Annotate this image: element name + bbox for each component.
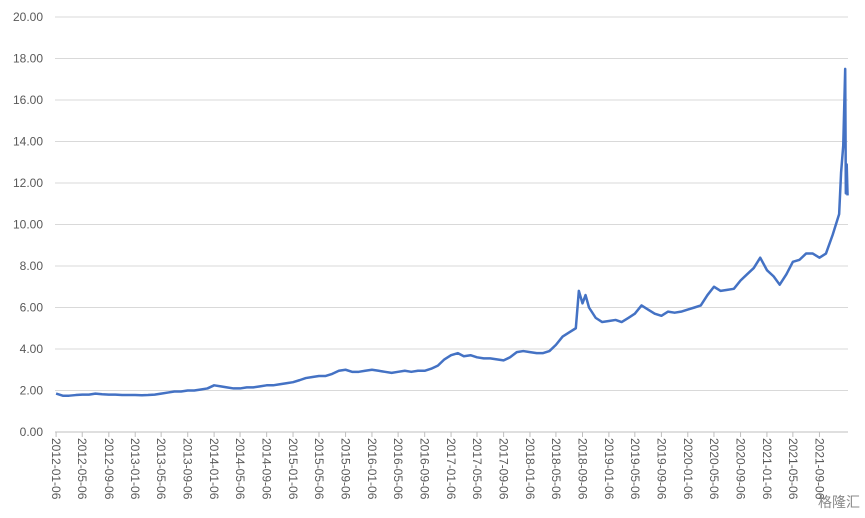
watermark: 格隆汇	[818, 494, 860, 510]
y-tick-label: 8.00	[20, 259, 44, 273]
x-tick-label: 2019-09-06	[654, 438, 668, 500]
x-tick-label: 2021-01-06	[760, 438, 774, 500]
y-tick-label: 2.00	[20, 384, 44, 398]
series-line	[55, 67, 849, 397]
x-tick-label: 2016-09-06	[418, 438, 432, 500]
x-tick-label: 2017-09-06	[497, 438, 511, 500]
y-tick-label: 10.00	[13, 218, 43, 232]
x-tick-label: 2014-01-06	[207, 438, 221, 500]
x-tick-label: 2015-01-06	[286, 438, 300, 500]
x-tick-label: 2015-05-06	[312, 438, 326, 500]
x-tick-label: 2018-01-06	[523, 438, 537, 500]
x-tick-label: 2012-05-06	[75, 438, 89, 500]
x-tick-label: 2012-01-06	[49, 438, 63, 500]
x-tick-label: 2020-01-06	[681, 438, 695, 500]
x-tick-label: 2017-05-06	[470, 438, 484, 500]
x-tick-label: 2019-01-06	[602, 438, 616, 500]
y-tick-label: 14.00	[13, 135, 43, 149]
x-tick-label: 2021-09-06	[812, 438, 826, 500]
x-tick-label: 2016-01-06	[365, 438, 379, 500]
y-tick-label: 16.00	[13, 93, 43, 107]
x-tick-label: 2013-09-06	[181, 438, 195, 500]
y-tick-label: 20.00	[13, 10, 43, 24]
x-tick-label: 2020-05-06	[707, 438, 721, 500]
y-tick-label: 4.00	[20, 342, 44, 356]
y-tick-label: 0.00	[20, 425, 44, 439]
x-tick-label: 2019-05-06	[628, 438, 642, 500]
x-tick-label: 2020-09-06	[734, 438, 748, 500]
x-tick-label: 2016-05-06	[391, 438, 405, 500]
y-tick-label: 12.00	[13, 176, 43, 190]
x-tick-label: 2014-09-06	[260, 438, 274, 500]
x-tick-label: 2015-09-06	[339, 438, 353, 500]
x-tick-label: 2018-05-06	[549, 438, 563, 500]
x-tick-label: 2018-09-06	[576, 438, 590, 500]
x-tick-label: 2012-09-06	[102, 438, 116, 500]
x-tick-label: 2017-01-06	[444, 438, 458, 500]
x-tick-label: 2013-01-06	[128, 438, 142, 500]
x-tick-label: 2013-05-06	[154, 438, 168, 500]
x-tick-label: 2014-05-06	[233, 438, 247, 500]
y-tick-label: 6.00	[20, 301, 44, 315]
x-tick-label: 2021-05-06	[786, 438, 800, 500]
y-tick-label: 18.00	[13, 52, 43, 66]
